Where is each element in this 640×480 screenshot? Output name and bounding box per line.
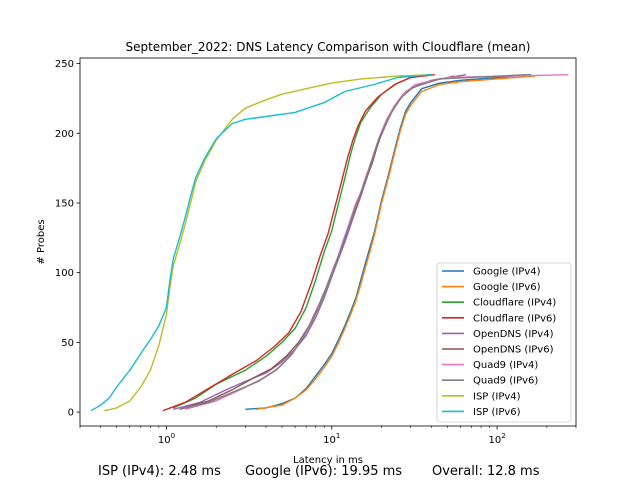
legend: Google (IPv4) Google (IPv6) Cloudflare (IP… [436, 262, 572, 423]
y-tick-label: 50 [61, 338, 74, 349]
x-tick-label: 100 [158, 432, 175, 446]
legend-label: Google (IPv6) [473, 282, 541, 293]
y-tick-label: 150 [55, 198, 74, 209]
series-line-5 [179, 75, 455, 410]
legend-label: ISP (IPv4) [473, 391, 521, 402]
x-axis-ticks: 100 101 102 [158, 426, 506, 446]
legend-label: Quad9 (IPv6) [473, 376, 538, 387]
series-line-7 [179, 74, 527, 410]
x-tick-label: 101 [323, 432, 340, 446]
series-line-9 [90, 74, 432, 412]
legend-items: Google (IPv4) Google (IPv6) Cloudflare (IP… [442, 267, 556, 418]
summary-footer: ISP (IPv4): 2.48 ms Google (IPv6): 19.95… [0, 464, 640, 480]
isp-ipv4-summary: ISP (IPv4): 2.48 ms [98, 464, 221, 479]
legend-label: Cloudflare (IPv6) [473, 313, 556, 324]
legend-box [436, 262, 572, 423]
legend-label: Cloudflare (IPv4) [473, 298, 556, 309]
x-axis-minor-ticks [79, 426, 577, 428]
legend-label: OpenDNS (IPv6) [473, 345, 554, 356]
y-tick-label: 100 [55, 268, 74, 279]
series-line-1 [256, 75, 536, 410]
overall-summary: Overall: 12.8 ms [432, 464, 540, 479]
chart-title: September_2022: DNS Latency Comparison w… [125, 40, 530, 54]
google-ipv6-summary: Google (IPv6): 19.95 ms [245, 464, 403, 479]
series-line-3 [162, 74, 435, 412]
y-axis-label: # Probes [36, 219, 47, 264]
y-tick-label: 200 [55, 129, 74, 140]
y-tick-label: 250 [55, 59, 74, 70]
plot-frame [79, 57, 577, 427]
legend-label: Google (IPv4) [473, 267, 541, 278]
x-axis-label: Latency in ms [293, 455, 363, 466]
series-lines [90, 74, 569, 412]
y-tick-label: 0 [68, 408, 74, 419]
series-line-2 [173, 74, 432, 409]
legend-label: OpenDNS (IPv4) [473, 329, 554, 340]
y-axis-ticks: 0 50 100 150 200 250 [55, 59, 80, 419]
series-line-8 [104, 74, 432, 412]
legend-label: ISP (IPv6) [473, 407, 521, 418]
x-tick-label: 102 [489, 432, 506, 446]
series-line-0 [245, 74, 531, 410]
series-line-4 [173, 74, 467, 410]
legend-label: Quad9 (IPv4) [473, 360, 538, 371]
